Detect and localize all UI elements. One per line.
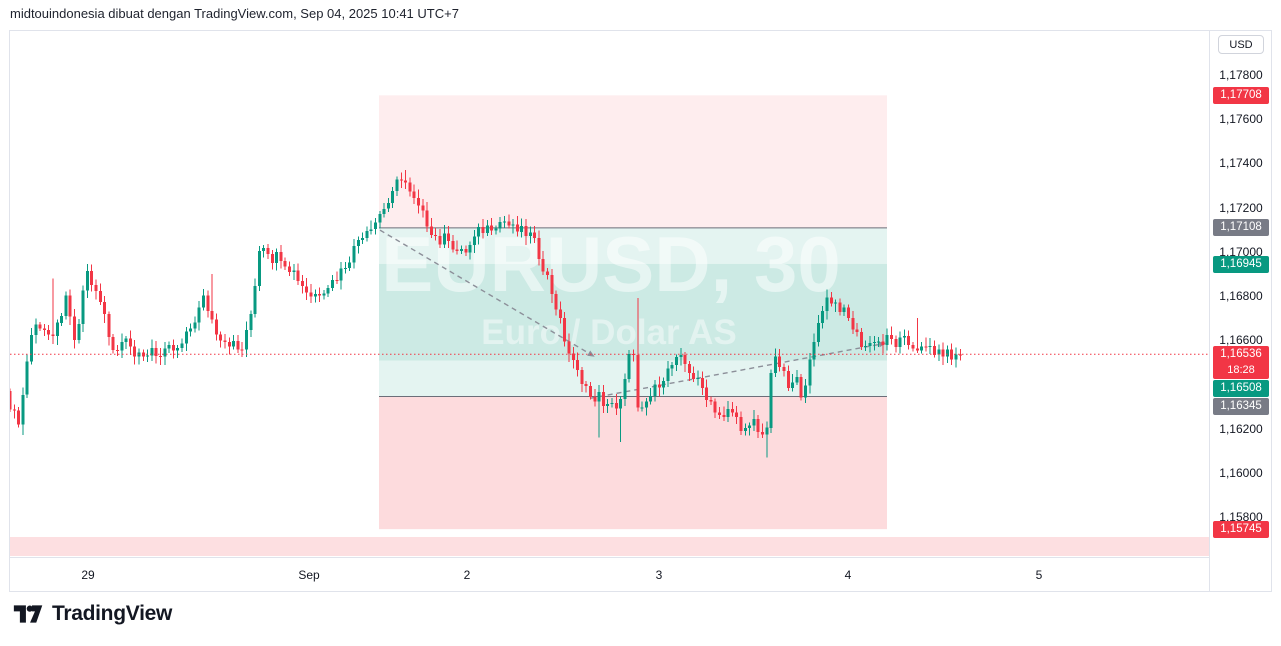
- demand-zone[interactable]: [379, 396, 887, 530]
- price-tick-label: 1,17400: [1219, 156, 1263, 171]
- time-tick-label: 5: [1035, 568, 1043, 582]
- price-level-badge: 1,17708: [1213, 86, 1269, 104]
- tradingview-logo-icon: [13, 605, 43, 623]
- price-tick-label: 1,17600: [1219, 112, 1263, 127]
- price-tick-label: 1,17000: [1219, 244, 1263, 259]
- symbol-watermark-subtitle: Euro / Dolar AS: [481, 313, 736, 352]
- time-tick-label: 29: [81, 568, 95, 582]
- time-tick-label: Sep: [298, 568, 320, 582]
- zones-layer[interactable]: [10, 95, 1209, 556]
- price-level-badge: 1,16508: [1213, 379, 1269, 397]
- time-tick-label: 2: [463, 568, 471, 582]
- time-tick-label: 3: [655, 568, 663, 582]
- currency-toggle-button[interactable]: USD: [1218, 35, 1264, 54]
- trendline-arrowhead: [587, 350, 595, 357]
- session-highlight-band: [10, 537, 1209, 556]
- price-tick-label: 1,16000: [1219, 465, 1263, 480]
- price-tick-label: 1,16600: [1219, 333, 1263, 348]
- price-level-badge: 1,16345: [1213, 397, 1269, 415]
- price-tick-label: 1,17200: [1219, 200, 1263, 215]
- price-level-badge: 1,17108: [1213, 219, 1269, 237]
- price-level-badge: 1,15745: [1213, 520, 1269, 538]
- attribution-text: midtouindonesia dibuat dengan TradingVie…: [10, 6, 459, 21]
- price-scale[interactable]: USD 1,17800 1,17600 1,17400 1,17200 1,17000 1…: [1209, 30, 1272, 592]
- supply-zone[interactable]: [379, 95, 887, 228]
- tradingview-logo-text: TradingView: [52, 602, 173, 625]
- symbol-watermark: EURUSD, 30: [381, 220, 840, 308]
- price-tick-label: 1,16800: [1219, 289, 1263, 303]
- last-price-badge: 1,16536 18:28: [1213, 345, 1269, 379]
- equilibrium-zone-upper[interactable]: [379, 227, 887, 361]
- chart-canvas[interactable]: EURUSD, 30 Euro / Dolar AS: [10, 31, 1209, 557]
- time-scale[interactable]: 29 Sep 2 3 4 5: [9, 557, 1209, 592]
- time-tick-label: 4: [844, 568, 852, 582]
- price-tick-label: 1,16200: [1219, 421, 1263, 436]
- price-level-badge: 1,16945: [1213, 255, 1269, 273]
- candles-layer: [10, 170, 962, 458]
- price-tick-label: 1,15800: [1219, 510, 1263, 524]
- tradingview-logo[interactable]: TradingView: [13, 601, 172, 627]
- price-tick-label: 1,17800: [1219, 68, 1263, 82]
- equilibrium-zone-lower[interactable]: [379, 263, 887, 397]
